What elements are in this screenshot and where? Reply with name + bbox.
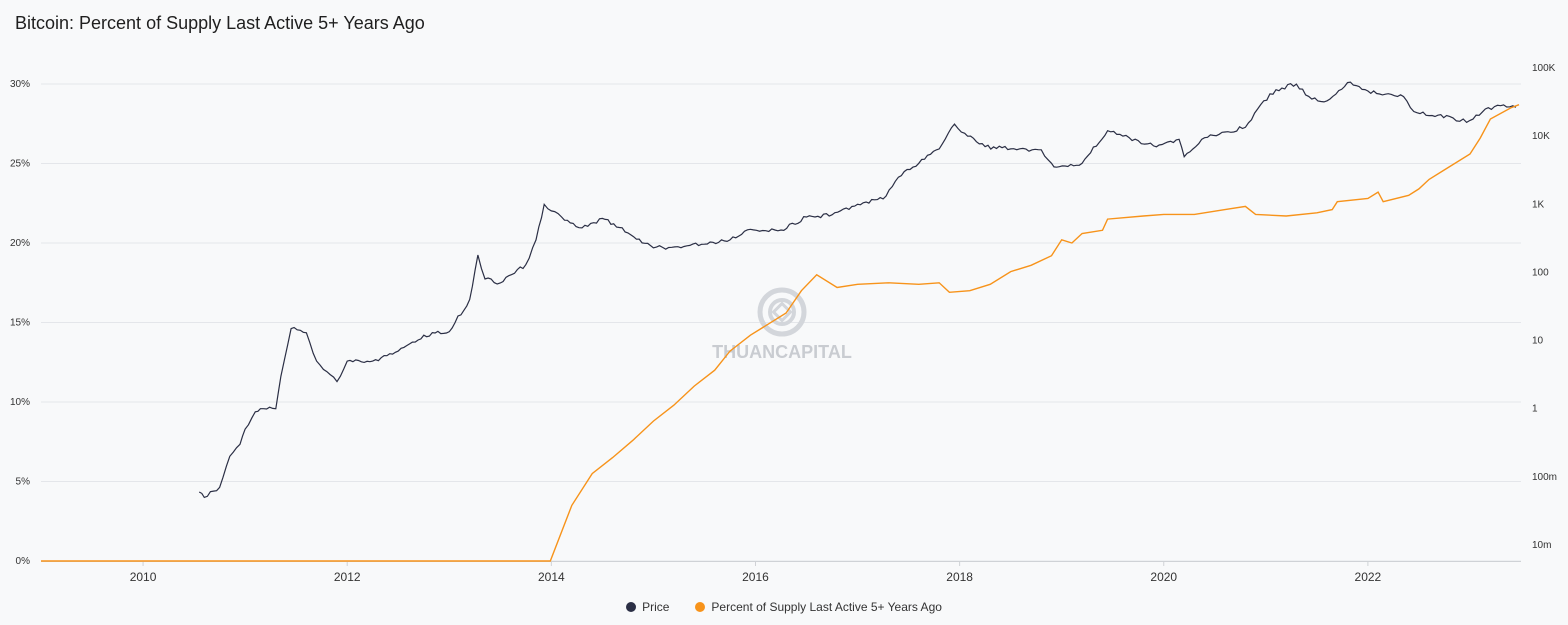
legend-price-dot-icon (626, 602, 637, 612)
y-left-tick-label: 30% (10, 79, 30, 90)
y-right-tick-label: 100 (1532, 267, 1549, 278)
supply-series-line (41, 104, 1520, 562)
y-right-tick-label: 1 (1532, 404, 1538, 415)
y-left-tick-label: 25% (10, 159, 30, 170)
legend-item-supply[interactable]: Percent of Supply Last Active 5+ Years A… (695, 600, 942, 614)
x-tick-label: 2014 (538, 570, 565, 584)
x-tick-label: 2022 (1355, 570, 1382, 584)
watermark-text: THUANCAPITAL (712, 342, 852, 362)
x-tick-label: 2012 (334, 570, 361, 584)
chart-title: Bitcoin: Percent of Supply Last Active 5… (15, 13, 425, 33)
y-left-tick-label: 20% (10, 238, 30, 249)
y-left-tick-label: 0% (16, 556, 31, 567)
y-right-tick-label: 10 (1532, 336, 1544, 347)
y-right-tick-label: 100K (1532, 63, 1556, 74)
y-right-tick-label: 1K (1532, 199, 1545, 210)
y-axis-right: 10m 100m 1 10 100 1K 10K 100K (1532, 63, 1557, 551)
x-tick-label: 2018 (946, 570, 973, 584)
y-left-tick-label: 15% (10, 318, 30, 329)
y-right-tick-label: 100m (1532, 472, 1557, 483)
y-right-tick-label: 10m (1532, 540, 1551, 551)
legend-supply-dot-icon (695, 602, 706, 612)
legend: Price Percent of Supply Last Active 5+ Y… (0, 600, 1568, 614)
x-axis: 2010 2012 2014 2016 2018 2020 2022 (41, 561, 1521, 584)
legend-price-label: Price (642, 600, 670, 614)
price-series-line (198, 81, 1517, 499)
x-tick-label: 2020 (1150, 570, 1177, 584)
x-tick-label: 2016 (742, 570, 769, 584)
y-axis-left: 0% 5% 10% 15% 20% 25% 30% (10, 79, 30, 567)
y-left-tick-label: 5% (16, 477, 31, 488)
y-right-tick-label: 10K (1532, 131, 1550, 142)
watermark-logo: THUANCAPITAL (712, 287, 852, 362)
legend-item-price[interactable]: Price (626, 600, 669, 614)
x-tick-label: 2010 (130, 570, 157, 584)
legend-supply-label: Percent of Supply Last Active 5+ Years A… (711, 600, 942, 614)
y-left-tick-label: 10% (10, 397, 30, 408)
